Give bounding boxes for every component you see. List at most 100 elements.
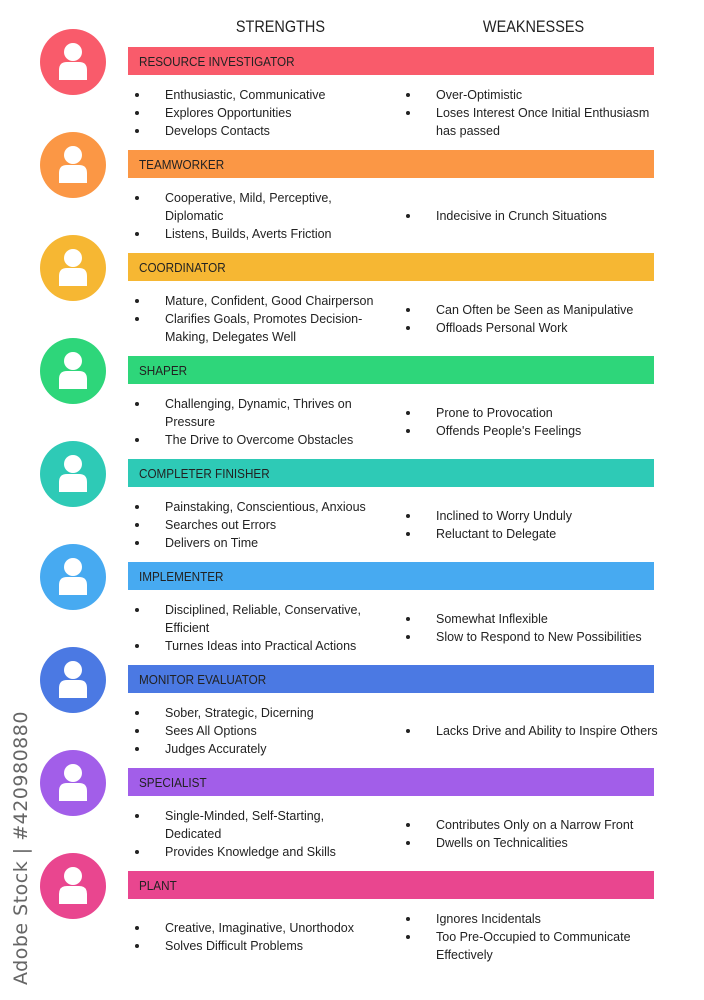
role-avatar bbox=[40, 441, 106, 507]
weaknesses-list: Somewhat Inflexible Slow to Respond to Ne… bbox=[401, 590, 661, 665]
role-section: IMPLEMENTER Disciplined, Reliable, Conse… bbox=[0, 544, 704, 665]
strength-item: Sober, Strategic, Dicerning bbox=[130, 704, 375, 722]
role-title-bar: RESOURCE INVESTIGATOR bbox=[128, 47, 654, 75]
strength-item: Listens, Builds, Averts Friction bbox=[130, 225, 375, 243]
weaknesses-list: Can Often be Seen as Manipulative Offload… bbox=[401, 281, 661, 356]
weakness-item: Offends People's Feelings bbox=[401, 422, 661, 440]
weakness-item: Lacks Drive and Ability to Inspire Other… bbox=[401, 722, 661, 740]
strength-item: Painstaking, Conscientious, Anxious bbox=[130, 498, 375, 516]
person-icon bbox=[59, 249, 87, 286]
role-title: IMPLEMENTER bbox=[139, 569, 224, 584]
person-icon bbox=[59, 867, 87, 904]
person-icon bbox=[59, 352, 87, 389]
strength-item: Creative, Imaginative, Unorthodox bbox=[130, 919, 375, 937]
strengths-header: STRENGTHS bbox=[235, 17, 325, 36]
role-section: RESOURCE INVESTIGATOR Enthusiastic, Comm… bbox=[0, 29, 704, 150]
role-section: PLANT Creative, Imaginative, Unorthodox S… bbox=[0, 853, 704, 974]
role-avatar bbox=[40, 235, 106, 301]
role-title-bar: TEAMWORKER bbox=[128, 150, 654, 178]
role-avatar bbox=[40, 853, 106, 919]
weakness-item: Loses Interest Once Initial Enthusiasm h… bbox=[401, 104, 661, 140]
weaknesses-list: Contributes Only on a Narrow Front Dwells… bbox=[401, 796, 661, 871]
strength-item: Solves Difficult Problems bbox=[130, 937, 375, 955]
role-section: SHAPER Challenging, Dynamic, Thrives on … bbox=[0, 338, 704, 459]
strength-item: Explores Opportunities bbox=[130, 104, 375, 122]
weakness-item: Ignores Incidentals bbox=[401, 910, 661, 928]
role-title: MONITOR EVALUATOR bbox=[139, 672, 267, 687]
role-title: COMPLETER FINISHER bbox=[139, 466, 270, 481]
strength-item: Single-Minded, Self-Starting, Dedicated bbox=[130, 807, 375, 843]
strengths-list: Challenging, Dynamic, Thrives on Pressur… bbox=[130, 384, 375, 459]
weaknesses-list: Ignores Incidentals Too Pre-Occupied to C… bbox=[401, 899, 661, 974]
strength-item: Cooperative, Mild, Perceptive, Diplomati… bbox=[130, 189, 375, 225]
strength-item: Enthusiastic, Communicative bbox=[130, 86, 375, 104]
role-title-bar: COMPLETER FINISHER bbox=[128, 459, 654, 487]
strengths-list: Painstaking, Conscientious, Anxious Searc… bbox=[130, 487, 375, 562]
weakness-item: Can Often be Seen as Manipulative bbox=[401, 301, 661, 319]
strengths-list: Mature, Confident, Good Chairperson Clari… bbox=[130, 281, 375, 356]
watermark: Adobe Stock | #420980880 bbox=[10, 711, 32, 985]
person-icon bbox=[59, 43, 87, 80]
strengths-list: Sober, Strategic, Dicerning Sees All Opti… bbox=[130, 693, 375, 768]
strength-item: The Drive to Overcome Obstacles bbox=[130, 431, 375, 449]
weakness-item: Over-Optimistic bbox=[401, 86, 661, 104]
strength-item: Clarifies Goals, Promotes Decision-Makin… bbox=[130, 310, 375, 346]
strengths-list: Single-Minded, Self-Starting, Dedicated P… bbox=[130, 796, 375, 871]
person-icon bbox=[59, 661, 87, 698]
role-avatar bbox=[40, 544, 106, 610]
weaknesses-header: WEAKNESSES bbox=[482, 17, 585, 36]
strengths-list: Cooperative, Mild, Perceptive, Diplomati… bbox=[130, 178, 375, 253]
person-icon bbox=[59, 455, 87, 492]
role-title-bar: COORDINATOR bbox=[128, 253, 654, 281]
weakness-item: Inclined to Worry Unduly bbox=[401, 507, 661, 525]
weakness-item: Slow to Respond to New Possibilities bbox=[401, 628, 661, 646]
role-title: COORDINATOR bbox=[139, 260, 226, 275]
strengths-list: Disciplined, Reliable, Conservative, Eff… bbox=[130, 590, 375, 665]
strength-item: Sees All Options bbox=[130, 722, 375, 740]
strength-item: Mature, Confident, Good Chairperson bbox=[130, 292, 375, 310]
weakness-item: Too Pre-Occupied to Communicate Effectiv… bbox=[401, 928, 661, 964]
strength-item: Judges Accurately bbox=[130, 740, 375, 758]
weaknesses-list: Lacks Drive and Ability to Inspire Other… bbox=[401, 693, 661, 768]
role-avatar bbox=[40, 647, 106, 713]
weaknesses-list: Prone to Provocation Offends People's Fee… bbox=[401, 384, 661, 459]
role-title-bar: SHAPER bbox=[128, 356, 654, 384]
role-avatar bbox=[40, 750, 106, 816]
person-icon bbox=[59, 146, 87, 183]
role-section: COORDINATOR Mature, Confident, Good Chai… bbox=[0, 235, 704, 356]
person-icon bbox=[59, 558, 87, 595]
weakness-item: Offloads Personal Work bbox=[401, 319, 661, 337]
role-avatar bbox=[40, 29, 106, 95]
weaknesses-list: Indecisive in Crunch Situations bbox=[401, 178, 661, 253]
role-title: SHAPER bbox=[139, 363, 188, 378]
strength-item: Provides Knowledge and Skills bbox=[130, 843, 375, 861]
role-section: COMPLETER FINISHER Painstaking, Conscien… bbox=[0, 441, 704, 562]
strength-item: Delivers on Time bbox=[130, 534, 375, 552]
strengths-list: Creative, Imaginative, Unorthodox Solves … bbox=[130, 899, 375, 974]
role-title-bar: MONITOR EVALUATOR bbox=[128, 665, 654, 693]
person-icon bbox=[59, 764, 87, 801]
role-title-bar: PLANT bbox=[128, 871, 654, 899]
strength-item: Disciplined, Reliable, Conservative, Eff… bbox=[130, 601, 375, 637]
role-title: TEAMWORKER bbox=[139, 157, 225, 172]
role-section: MONITOR EVALUATOR Sober, Strategic, Dice… bbox=[0, 647, 704, 768]
weakness-item: Dwells on Technicalities bbox=[401, 834, 661, 852]
role-title-bar: SPECIALIST bbox=[128, 768, 654, 796]
strengths-list: Enthusiastic, Communicative Explores Oppo… bbox=[130, 75, 375, 150]
strength-item: Turnes Ideas into Practical Actions bbox=[130, 637, 375, 655]
weakness-item: Prone to Provocation bbox=[401, 404, 661, 422]
strength-item: Searches out Errors bbox=[130, 516, 375, 534]
strength-item: Develops Contacts bbox=[130, 122, 375, 140]
role-section: TEAMWORKER Cooperative, Mild, Perceptive… bbox=[0, 132, 704, 253]
weaknesses-list: Over-Optimistic Loses Interest Once Initi… bbox=[401, 75, 661, 150]
role-avatar bbox=[40, 338, 106, 404]
weakness-item: Contributes Only on a Narrow Front bbox=[401, 816, 661, 834]
role-title: RESOURCE INVESTIGATOR bbox=[139, 54, 295, 69]
role-section: SPECIALIST Single-Minded, Self-Starting,… bbox=[0, 750, 704, 871]
strength-item: Challenging, Dynamic, Thrives on Pressur… bbox=[130, 395, 375, 431]
weaknesses-list: Inclined to Worry Unduly Reluctant to Del… bbox=[401, 487, 661, 562]
weakness-item: Indecisive in Crunch Situations bbox=[401, 207, 661, 225]
role-title-bar: IMPLEMENTER bbox=[128, 562, 654, 590]
weakness-item: Somewhat Inflexible bbox=[401, 610, 661, 628]
role-title: PLANT bbox=[139, 878, 177, 893]
